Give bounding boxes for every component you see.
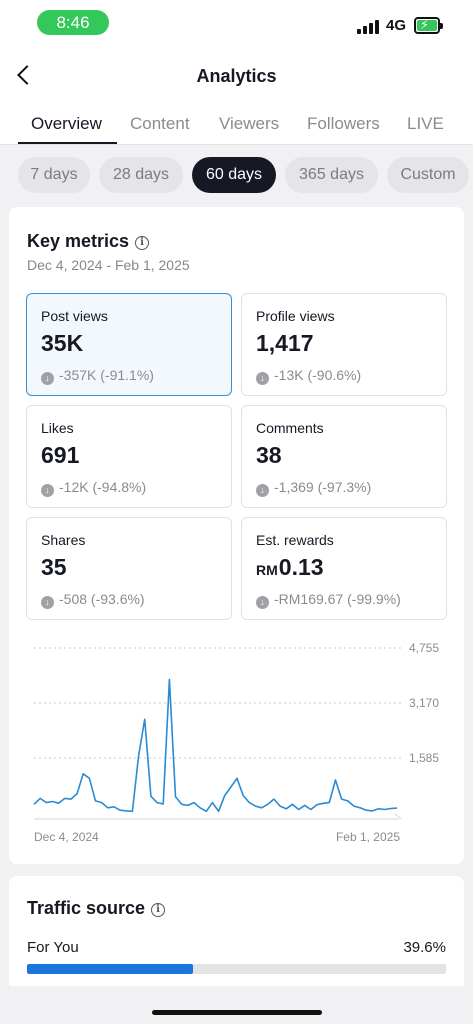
series-line-post-views: [33, 678, 398, 813]
metric-change: ↓ -RM169.67 (-99.9%): [256, 591, 401, 609]
arrow-down-icon: ↓: [256, 372, 269, 385]
metric-shares[interactable]: Shares 35 ↓ -508 (-93.6%): [26, 517, 232, 620]
metric-est-rewards[interactable]: Est. rewards RM0.13 ↓ -RM169.67 (-99.9%): [241, 517, 447, 620]
key-metrics-title: Key metrics: [27, 231, 130, 251]
metric-value: 691: [41, 442, 80, 468]
traffic-bar-track: [27, 964, 446, 974]
metric-post-views[interactable]: Post views 35K ↓ -357K (-91.1%): [26, 293, 232, 396]
metric-label: Comments: [256, 420, 324, 436]
arrow-down-icon: ↓: [256, 596, 269, 609]
metric-likes[interactable]: Likes 691 ↓ -12K (-94.8%): [26, 405, 232, 508]
date-range: Dec 4, 2024 - Feb 1, 2025: [27, 257, 190, 273]
arrow-down-icon: ↓: [41, 484, 54, 497]
metric-value: 35K: [41, 330, 84, 356]
metric-value: 1,417: [256, 330, 314, 356]
metric-value: RM0.13: [256, 554, 324, 581]
arrow-down-icon: ↓: [41, 372, 54, 385]
tab-content[interactable]: Content: [130, 114, 190, 133]
chart-baseline-end: [394, 813, 402, 820]
currency-prefix: RM: [256, 562, 278, 578]
metric-change: ↓ -508 (-93.6%): [41, 591, 145, 609]
metric-change-text: -1,369 (-97.3%): [274, 479, 372, 495]
info-icon[interactable]: i: [135, 236, 150, 250]
header: Analytics Overview Content Viewers Follo…: [0, 44, 473, 144]
metric-change: ↓ -1,369 (-97.3%): [256, 479, 371, 497]
active-tab-indicator: [18, 142, 117, 144]
post-views-chart: 4,755 3,170 1,585 Dec 4, 2024 Feb 1, 2025: [9, 637, 464, 847]
status-bar: 8:46 4G ⚡: [0, 0, 473, 44]
metric-value: 35: [41, 554, 67, 580]
tab-bar: Overview Content Viewers Followers LIVE: [0, 114, 473, 144]
traffic-source-title: Traffic source: [27, 898, 146, 918]
battery-icon: ⚡: [414, 17, 443, 34]
metric-label: Est. rewards: [256, 532, 334, 548]
page-title: Analytics: [196, 66, 277, 86]
traffic-source-card: Traffic source i For You 39.6%: [9, 876, 464, 986]
metric-change-text: -12K (-94.8%): [59, 479, 147, 495]
metric-change-text: -13K (-90.6%): [274, 367, 362, 383]
metric-value-number: 0.13: [278, 554, 324, 580]
traffic-source-heading: Traffic source i: [27, 898, 166, 919]
metric-label: Profile views: [256, 308, 335, 324]
metric-change: ↓ -13K (-90.6%): [256, 367, 361, 385]
metric-value: 38: [256, 442, 282, 468]
traffic-label-for-you: For You: [27, 939, 79, 956]
metric-change-text: -RM169.67 (-99.9%): [274, 591, 401, 607]
traffic-bar-fill: [27, 964, 193, 974]
metric-change-text: -508 (-93.6%): [59, 591, 145, 607]
date-filter-bar: 7 days 28 days 60 days 365 days Custom: [0, 157, 473, 195]
metric-profile-views[interactable]: Profile views 1,417 ↓ -13K (-90.6%): [241, 293, 447, 396]
arrow-down-icon: ↓: [41, 596, 54, 609]
metric-label: Shares: [41, 532, 86, 548]
line-chart-svg: 4,755 3,170 1,585 Dec 4, 2024 Feb 1, 2025: [33, 641, 439, 844]
network-type: 4G: [386, 17, 407, 34]
header-divider: [0, 144, 473, 145]
metric-label: Likes: [41, 420, 74, 436]
signal-icon: [357, 20, 379, 34]
filter-28-days[interactable]: 28 days: [99, 157, 183, 193]
tab-viewers[interactable]: Viewers: [219, 114, 280, 133]
filter-custom[interactable]: Custom: [387, 157, 469, 193]
key-metrics-card: Key metrics i Dec 4, 2024 - Feb 1, 2025 P…: [9, 207, 464, 864]
tab-live[interactable]: LIVE: [407, 114, 444, 133]
home-indicator: [152, 1010, 322, 1015]
metric-comments[interactable]: Comments 38 ↓ -1,369 (-97.3%): [241, 405, 447, 508]
y-tick-label: 4,755: [409, 641, 439, 655]
x-label-end: Feb 1, 2025: [336, 830, 400, 844]
y-tick-label: 1,585: [409, 751, 439, 765]
key-metrics-heading: Key metrics i: [27, 231, 150, 252]
traffic-percent-for-you: 39.6%: [403, 939, 446, 956]
y-tick-label: 3,170: [409, 696, 439, 710]
metric-label: Post views: [41, 308, 108, 324]
tab-overview[interactable]: Overview: [31, 114, 102, 133]
info-icon[interactable]: i: [151, 903, 166, 917]
arrow-down-icon: ↓: [256, 484, 269, 497]
metric-change: ↓ -357K (-91.1%): [41, 367, 154, 385]
filter-365-days[interactable]: 365 days: [285, 157, 378, 193]
status-time: 8:46: [37, 10, 109, 35]
x-label-start: Dec 4, 2024: [34, 830, 99, 844]
filter-7-days[interactable]: 7 days: [18, 157, 90, 193]
tab-followers[interactable]: Followers: [307, 114, 380, 133]
filter-60-days[interactable]: 60 days: [192, 157, 276, 193]
metric-change: ↓ -12K (-94.8%): [41, 479, 146, 497]
metric-change-text: -357K (-91.1%): [59, 367, 154, 383]
